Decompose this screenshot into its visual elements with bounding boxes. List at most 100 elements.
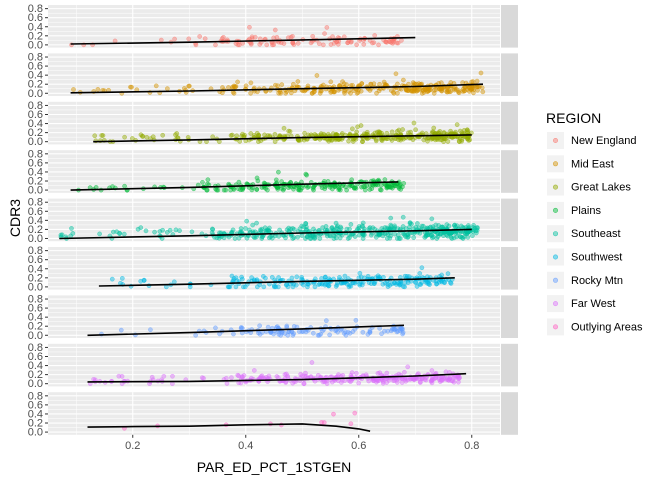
data-point (405, 364, 411, 370)
data-point (135, 226, 141, 232)
data-point (290, 33, 295, 39)
data-point (143, 228, 149, 234)
data-point (308, 236, 314, 241)
data-point (373, 275, 379, 280)
data-point (323, 318, 329, 323)
data-point (392, 231, 398, 237)
data-point (479, 85, 485, 91)
data-point (319, 281, 325, 287)
data-point (364, 183, 370, 189)
data-point (202, 36, 208, 42)
legend-marker (552, 231, 558, 237)
legend-marker (552, 277, 558, 283)
data-point (405, 280, 411, 285)
data-point (454, 122, 460, 128)
data-point (303, 227, 309, 233)
data-point (474, 78, 480, 84)
data-point (354, 370, 359, 376)
facet-strip (501, 150, 518, 193)
data-point (402, 231, 407, 236)
data-point (366, 378, 372, 384)
data-point (210, 227, 216, 232)
data-point (393, 71, 399, 77)
data-point (276, 234, 282, 239)
data-point (254, 220, 259, 226)
y-tick-label: 0.2 (28, 321, 43, 333)
data-point (348, 283, 354, 289)
data-point (402, 369, 407, 375)
y-tick-label: 0.8 (28, 148, 43, 160)
data-point (446, 223, 452, 229)
data-point (460, 236, 466, 241)
data-point (384, 130, 390, 136)
data-point (403, 378, 409, 384)
data-point (429, 216, 435, 222)
fit-line (87, 324, 405, 337)
data-point (171, 279, 177, 285)
data-point (385, 328, 391, 334)
data-point (408, 129, 413, 135)
data-point (226, 284, 232, 290)
legend-key (547, 295, 564, 313)
data-point (348, 421, 354, 427)
data-point (447, 376, 453, 382)
data-point (138, 132, 144, 138)
data-point (394, 40, 400, 46)
data-point (334, 282, 340, 288)
data-point (231, 331, 236, 337)
data-point (366, 226, 372, 231)
data-point (368, 81, 373, 87)
data-point (356, 380, 362, 386)
series-points (99, 317, 406, 338)
legend-marker (552, 301, 558, 307)
data-point (379, 331, 384, 337)
data-point (348, 90, 353, 96)
data-point (310, 33, 316, 39)
data-point (339, 137, 345, 142)
data-point (340, 373, 346, 378)
data-point (99, 133, 105, 138)
data-point (359, 282, 365, 288)
data-point (247, 24, 252, 30)
data-point (273, 284, 279, 290)
data-point (411, 120, 417, 126)
data-point (248, 80, 254, 86)
data-point (290, 226, 296, 231)
data-point (382, 177, 388, 182)
legend-label: Plains (571, 205, 601, 217)
data-point (232, 84, 237, 90)
data-point (423, 377, 429, 383)
data-point (265, 324, 271, 330)
data-point (388, 215, 394, 221)
data-point (200, 179, 205, 185)
y-tick-label: 0.2 (28, 224, 43, 236)
data-point (233, 284, 239, 290)
data-point (426, 232, 432, 238)
data-point (338, 224, 343, 230)
data-point (324, 25, 330, 30)
data-point (193, 332, 199, 338)
data-point (281, 125, 287, 131)
y-tick-label: 0.2 (28, 369, 43, 381)
data-point (95, 87, 101, 92)
y-tick-label: 0.8 (28, 390, 43, 402)
data-point (239, 325, 245, 331)
data-point (460, 87, 466, 92)
y-tick-label: 0.0 (28, 136, 43, 148)
data-point (419, 375, 425, 381)
data-point (290, 332, 296, 338)
data-point (435, 135, 441, 141)
data-point (170, 373, 175, 379)
data-point (360, 236, 366, 241)
fit-line (98, 277, 455, 287)
x-tick-label: 0.2 (125, 440, 140, 452)
legend-label: New England (571, 135, 636, 147)
data-point (305, 282, 311, 287)
data-point (429, 368, 435, 373)
data-point (259, 226, 265, 232)
data-point (311, 226, 316, 232)
data-point (285, 373, 290, 379)
data-point (153, 83, 159, 89)
facet-strip (501, 247, 518, 290)
